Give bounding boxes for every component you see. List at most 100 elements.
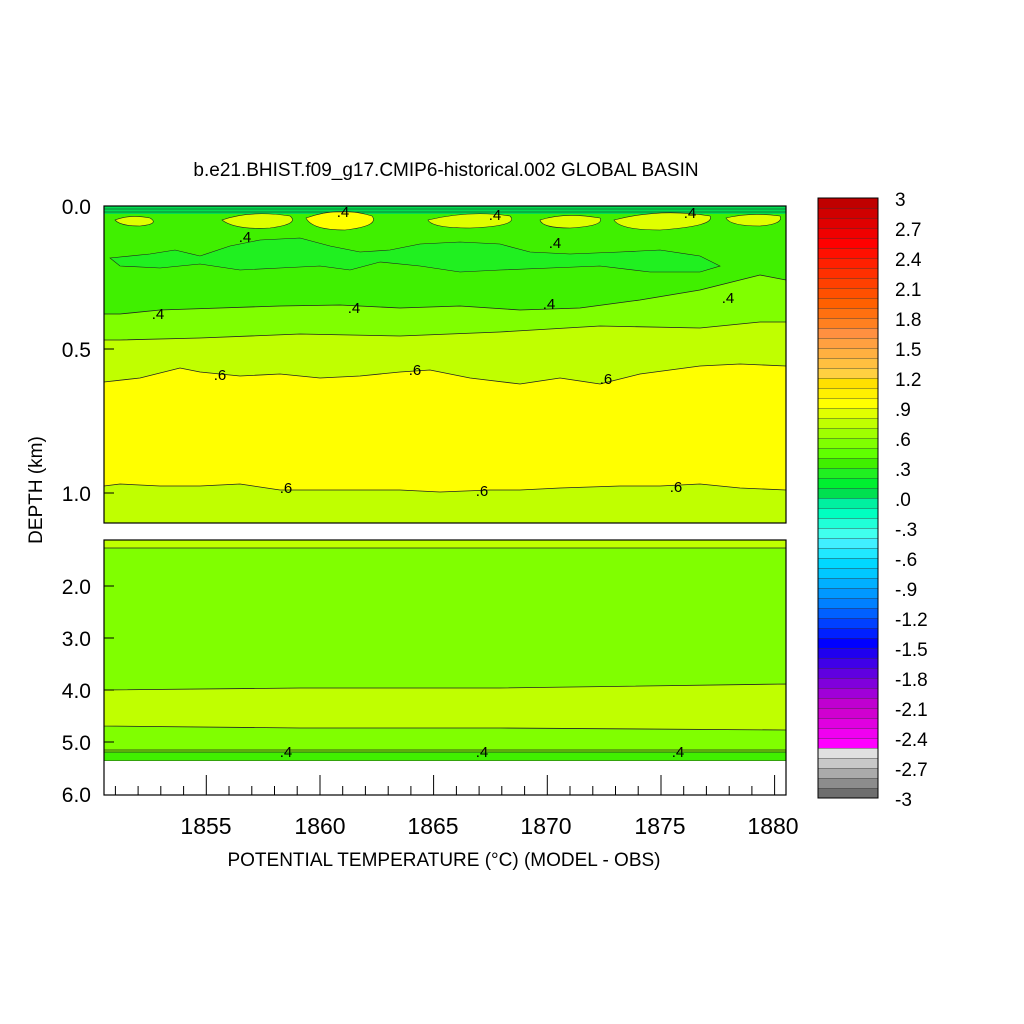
colorbar-label: 1.2 — [895, 370, 921, 391]
x-tick-label: 1855 — [180, 813, 231, 839]
contour-label: .4 — [549, 235, 562, 252]
contour-label: .4 — [672, 744, 685, 761]
colorbar-swatch — [817, 237, 879, 249]
colorbar-swatch — [817, 337, 879, 349]
contour-label: .4 — [152, 306, 165, 323]
contour-label: .4 — [684, 205, 697, 222]
colorbar-swatch — [817, 787, 879, 799]
colorbar-swatch — [817, 697, 879, 709]
colorbar-label: .3 — [895, 460, 911, 481]
x-tick-label: 1875 — [634, 813, 685, 839]
contour-label: .4 — [489, 207, 502, 224]
contour-label: .4 — [239, 229, 252, 246]
colorbar-swatch — [817, 547, 879, 559]
x-tick-label: 1860 — [294, 813, 345, 839]
x-minor-ticks — [114, 775, 776, 795]
x-tick-label: 1880 — [747, 813, 798, 839]
contour-label: .4 — [348, 300, 361, 317]
upper-surface-blob-2 — [221, 213, 293, 229]
colorbar-swatch — [817, 627, 879, 639]
contour-label: .4 — [337, 204, 350, 221]
colorbar-swatch — [817, 637, 879, 649]
contour-label: .6 — [476, 483, 489, 500]
colorbar-label: 2.7 — [895, 220, 921, 241]
colorbar-swatch — [817, 327, 879, 339]
colorbar-swatch — [817, 347, 879, 359]
colorbar-swatch — [817, 537, 879, 549]
colorbar-swatch — [817, 557, 879, 569]
contour-label: .4 — [543, 296, 556, 313]
colorbar-swatch — [817, 417, 879, 429]
colorbar-swatch — [817, 607, 879, 619]
colorbar-swatch — [817, 307, 879, 319]
colorbar — [817, 197, 879, 799]
chart-title: b.e21.BHIST.f09_g17.CMIP6-historical.002… — [193, 160, 698, 181]
y-tick-label: 0.0 — [62, 196, 91, 219]
colorbar-swatch — [817, 387, 879, 399]
y-tick-label: 0.5 — [62, 339, 91, 362]
colorbar-swatch — [817, 317, 879, 329]
colorbar-labels: 3 2.7 2.4 2.1 1.8 1.5 1.2 .9 .6 .3 .0 -.… — [895, 190, 928, 811]
colorbar-label: .9 — [895, 400, 911, 421]
colorbar-label: 1.5 — [895, 340, 921, 361]
colorbar-swatch — [817, 707, 879, 719]
colorbar-swatch — [817, 197, 879, 209]
colorbar-swatch — [817, 357, 879, 369]
y-axis-label: DEPTH (km) — [26, 436, 47, 544]
colorbar-swatch — [817, 767, 879, 779]
colorbar-swatch — [817, 367, 879, 379]
colorbar-label: 3 — [895, 190, 906, 211]
colorbar-label: -2.1 — [895, 700, 928, 721]
colorbar-swatch — [817, 507, 879, 519]
colorbar-label: -1.2 — [895, 610, 928, 631]
colorbar-swatch — [817, 667, 879, 679]
colorbar-swatch — [817, 747, 879, 759]
upper-field-yellow — [104, 363, 786, 493]
contour-label: .6 — [670, 479, 683, 496]
contour-label: .4 — [476, 744, 489, 761]
colorbar-swatch — [817, 447, 879, 459]
x-tick-label: 1870 — [520, 813, 571, 839]
colorbar-label: 2.4 — [895, 250, 922, 271]
colorbar-frame — [817, 197, 879, 799]
colorbar-swatch — [817, 247, 879, 259]
contour-label: .4 — [722, 290, 735, 307]
colorbar-swatch — [817, 287, 879, 299]
contour-label: .6 — [214, 367, 227, 384]
contour-label: .6 — [280, 480, 293, 497]
colorbar-label: -2.4 — [895, 730, 928, 751]
x-tick-label: 1865 — [407, 813, 458, 839]
colorbar-swatch — [817, 647, 879, 659]
colorbar-swatch — [817, 377, 879, 389]
colorbar-swatch — [817, 457, 879, 469]
lower-field-bright-green-bottom — [104, 751, 786, 761]
x-axis-label: POTENTIAL TEMPERATURE (°C) (MODEL - OBS) — [227, 850, 660, 871]
contour-label: .6 — [600, 371, 613, 388]
colorbar-swatch — [817, 257, 879, 269]
colorbar-swatch — [817, 407, 879, 419]
colorbar-swatch — [817, 717, 879, 729]
colorbar-swatch — [817, 277, 879, 289]
upper-surface-blob-7 — [725, 214, 781, 227]
colorbar-swatch — [817, 597, 879, 609]
x-axis: 1855 1860 1865 1870 1875 1880 — [180, 813, 798, 839]
colorbar-label: -3 — [895, 790, 912, 811]
upper-panel — [104, 206, 786, 523]
upper-surface-blob-4 — [427, 213, 512, 229]
colorbar-label: .0 — [895, 490, 911, 511]
colorbar-swatch — [817, 427, 879, 439]
upper-field-top-band — [104, 206, 786, 214]
lower-panel — [104, 540, 786, 761]
colorbar-swatch — [817, 757, 879, 769]
colorbar-swatch — [817, 737, 879, 749]
colorbar-swatch — [817, 267, 879, 279]
contour-label: .4 — [280, 744, 293, 761]
colorbar-swatch — [817, 577, 879, 589]
colorbar-label: -.6 — [895, 550, 917, 571]
colorbar-label: -.9 — [895, 580, 917, 601]
colorbar-swatch — [817, 497, 879, 509]
colorbar-swatch — [817, 777, 879, 789]
contour-label: .6 — [409, 362, 422, 379]
colorbar-swatch — [817, 437, 879, 449]
